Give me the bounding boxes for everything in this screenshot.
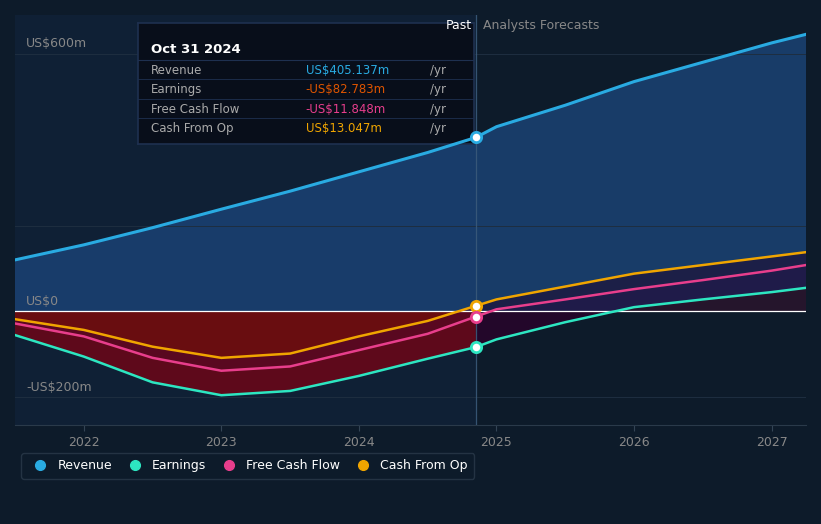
Text: Analysts Forecasts: Analysts Forecasts bbox=[483, 19, 599, 32]
Text: -US$200m: -US$200m bbox=[26, 381, 92, 394]
Point bbox=[470, 302, 483, 310]
Bar bbox=[15, 15, 476, 425]
Legend: Revenue, Earnings, Free Cash Flow, Cash From Op: Revenue, Earnings, Free Cash Flow, Cash … bbox=[21, 453, 474, 478]
Bar bbox=[476, 15, 806, 425]
Point bbox=[470, 133, 483, 141]
Text: US$600m: US$600m bbox=[26, 37, 87, 50]
Text: US$0: US$0 bbox=[26, 295, 59, 308]
Text: Past: Past bbox=[446, 19, 472, 32]
Point bbox=[470, 312, 483, 321]
Point bbox=[470, 343, 483, 351]
